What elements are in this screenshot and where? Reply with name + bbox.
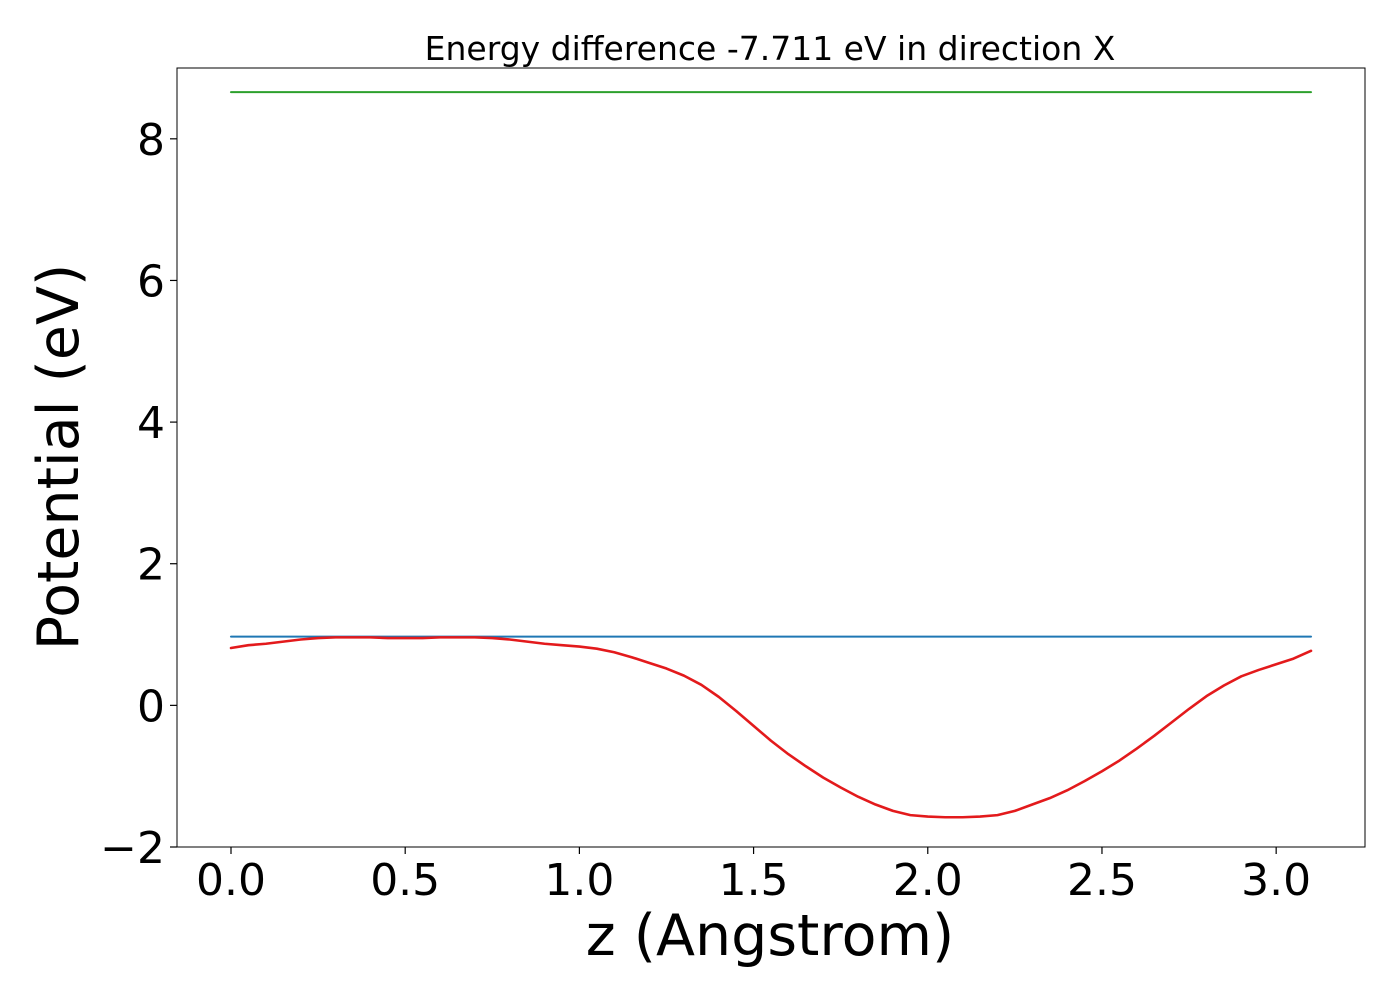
x-tick-label: 2.0 bbox=[893, 855, 963, 906]
y-tick-label: 2 bbox=[137, 540, 165, 591]
y-axis-label: Potential (eV) bbox=[26, 264, 92, 650]
x-tick-label: 2.5 bbox=[1067, 855, 1137, 906]
x-tick-label: 0.5 bbox=[370, 855, 440, 906]
series-layer bbox=[229, 91, 1313, 819]
y-tick-label: 8 bbox=[137, 115, 165, 166]
red-potential-curve bbox=[229, 636, 1313, 819]
y-axis-ticks: −2 0 2 4 6 8 bbox=[100, 115, 177, 874]
x-tick-label: 3.0 bbox=[1241, 855, 1311, 906]
y-tick-label: 0 bbox=[137, 681, 165, 732]
x-axis-label: z (Angstrom) bbox=[586, 903, 954, 969]
y-tick-label: −2 bbox=[100, 823, 165, 874]
x-axis-ticks: 0.0 0.5 1.0 1.5 2.0 2.5 3.0 bbox=[196, 847, 1311, 906]
x-tick-label: 1.5 bbox=[719, 855, 789, 906]
plot-area-frame bbox=[176, 67, 1366, 848]
y-tick-label: 6 bbox=[137, 256, 165, 307]
y-tick-label: 4 bbox=[137, 398, 165, 449]
chart-title: Energy difference -7.711 eV in direction… bbox=[425, 29, 1116, 68]
x-tick-label: 1.0 bbox=[544, 855, 614, 906]
x-tick-label: 0.0 bbox=[196, 855, 266, 906]
